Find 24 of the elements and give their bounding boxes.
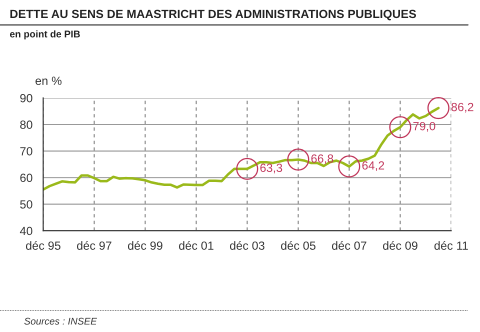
y-tick-label: 90	[20, 94, 32, 102]
annotation: 66,8	[311, 154, 334, 164]
x-tick-label: déc 95	[26, 241, 60, 250]
annotation: 64,2	[362, 161, 384, 172]
annotation: 86,2	[451, 102, 474, 113]
y-tick-label: 50	[20, 200, 32, 209]
y-tick-label: 80	[20, 120, 32, 129]
annotation: 63,3	[260, 164, 282, 174]
source-note: Sources : INSEE	[24, 318, 98, 325]
x-tick-label: déc 09	[383, 241, 418, 250]
x-tick-label: déc 01	[179, 241, 214, 250]
y-axis-title: en %	[36, 76, 62, 85]
x-tick-label: déc 05	[281, 241, 316, 250]
annotation: 79,0	[413, 122, 436, 132]
x-tick-label: déc 11	[434, 241, 468, 250]
y-tick-label: 40	[20, 226, 32, 236]
x-tick-label: déc 07	[332, 241, 366, 250]
chart-subtitle: en point de PIB	[10, 30, 80, 40]
y-tick-label: 60	[20, 174, 32, 182]
x-tick-label: déc 03	[230, 241, 264, 250]
x-tick-label: déc 97	[77, 241, 112, 250]
chart-title: DETTE AU SENS DE MAASTRICHT DES ADMINISTRATIONS PUBLIQUES	[10, 10, 416, 20]
x-tick-label: déc 99	[128, 241, 162, 250]
y-tick-label: 70	[20, 147, 32, 156]
